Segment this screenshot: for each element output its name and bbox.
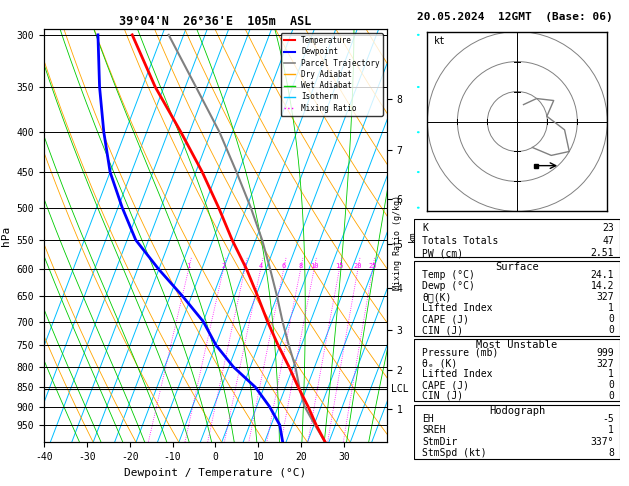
Text: Most Unstable: Most Unstable [476,341,558,350]
Text: 0: 0 [608,391,614,401]
Text: SREH: SREH [422,425,445,435]
Text: 23: 23 [602,223,614,233]
Text: Hodograph: Hodograph [489,406,545,416]
Text: 10: 10 [310,263,318,269]
Y-axis label: km
ASL: km ASL [408,227,430,244]
Text: CIN (J): CIN (J) [422,326,464,335]
Text: 327: 327 [596,292,614,302]
Text: 1: 1 [608,425,614,435]
Text: 15: 15 [335,263,343,269]
Legend: Temperature, Dewpoint, Parcel Trajectory, Dry Adiabat, Wet Adiabat, Isotherm, Mi: Temperature, Dewpoint, Parcel Trajectory… [281,33,383,116]
Text: 20: 20 [353,263,362,269]
Text: Dewp (°C): Dewp (°C) [422,281,475,291]
Text: 327: 327 [596,359,614,369]
Text: CIN (J): CIN (J) [422,391,464,401]
Text: 999: 999 [596,348,614,358]
Text: Pressure (mb): Pressure (mb) [422,348,499,358]
Text: CAPE (J): CAPE (J) [422,314,469,324]
Text: 8: 8 [608,448,614,458]
Text: -5: -5 [602,414,614,424]
Text: 1: 1 [608,303,614,313]
Bar [414,404,620,459]
Text: θₑ (K): θₑ (K) [422,359,457,369]
Text: 0: 0 [608,326,614,335]
Text: θᴇ(K): θᴇ(K) [422,292,452,302]
Text: 0: 0 [608,380,614,390]
Text: kt: kt [433,35,445,46]
Text: 337°: 337° [591,436,614,447]
Text: Temp (°C): Temp (°C) [422,270,475,280]
Text: StmSpd (kt): StmSpd (kt) [422,448,487,458]
Text: PW (cm): PW (cm) [422,248,464,259]
Text: Totals Totals: Totals Totals [422,236,499,246]
Text: 3: 3 [243,263,247,269]
Text: 24.1: 24.1 [591,270,614,280]
Text: 1: 1 [608,369,614,380]
Text: 0: 0 [608,314,614,324]
Text: 2: 2 [221,263,225,269]
Text: 25: 25 [368,263,377,269]
Text: Mixing Ratio (g/kg): Mixing Ratio (g/kg) [393,195,402,291]
Bar [414,339,620,401]
Text: EH: EH [422,414,434,424]
Text: Surface: Surface [495,262,539,272]
Text: K: K [422,223,428,233]
X-axis label: Dewpoint / Temperature (°C): Dewpoint / Temperature (°C) [125,468,306,478]
Text: Lifted Index: Lifted Index [422,369,493,380]
Text: Lifted Index: Lifted Index [422,303,493,313]
Text: 1: 1 [186,263,191,269]
Text: 4: 4 [259,263,263,269]
Text: 2.51: 2.51 [591,248,614,259]
Title: 39°04'N  26°36'E  105m  ASL: 39°04'N 26°36'E 105m ASL [120,15,311,28]
Text: 47: 47 [602,236,614,246]
Bar [414,260,620,336]
Text: 14.2: 14.2 [591,281,614,291]
Text: LCL: LCL [391,384,409,394]
Text: 20.05.2024  12GMT  (Base: 06): 20.05.2024 12GMT (Base: 06) [417,12,613,22]
Y-axis label: hPa: hPa [1,226,11,246]
Text: 8: 8 [298,263,303,269]
Bar [414,219,620,257]
Text: 6: 6 [281,263,286,269]
Text: CAPE (J): CAPE (J) [422,380,469,390]
Text: StmDir: StmDir [422,436,457,447]
